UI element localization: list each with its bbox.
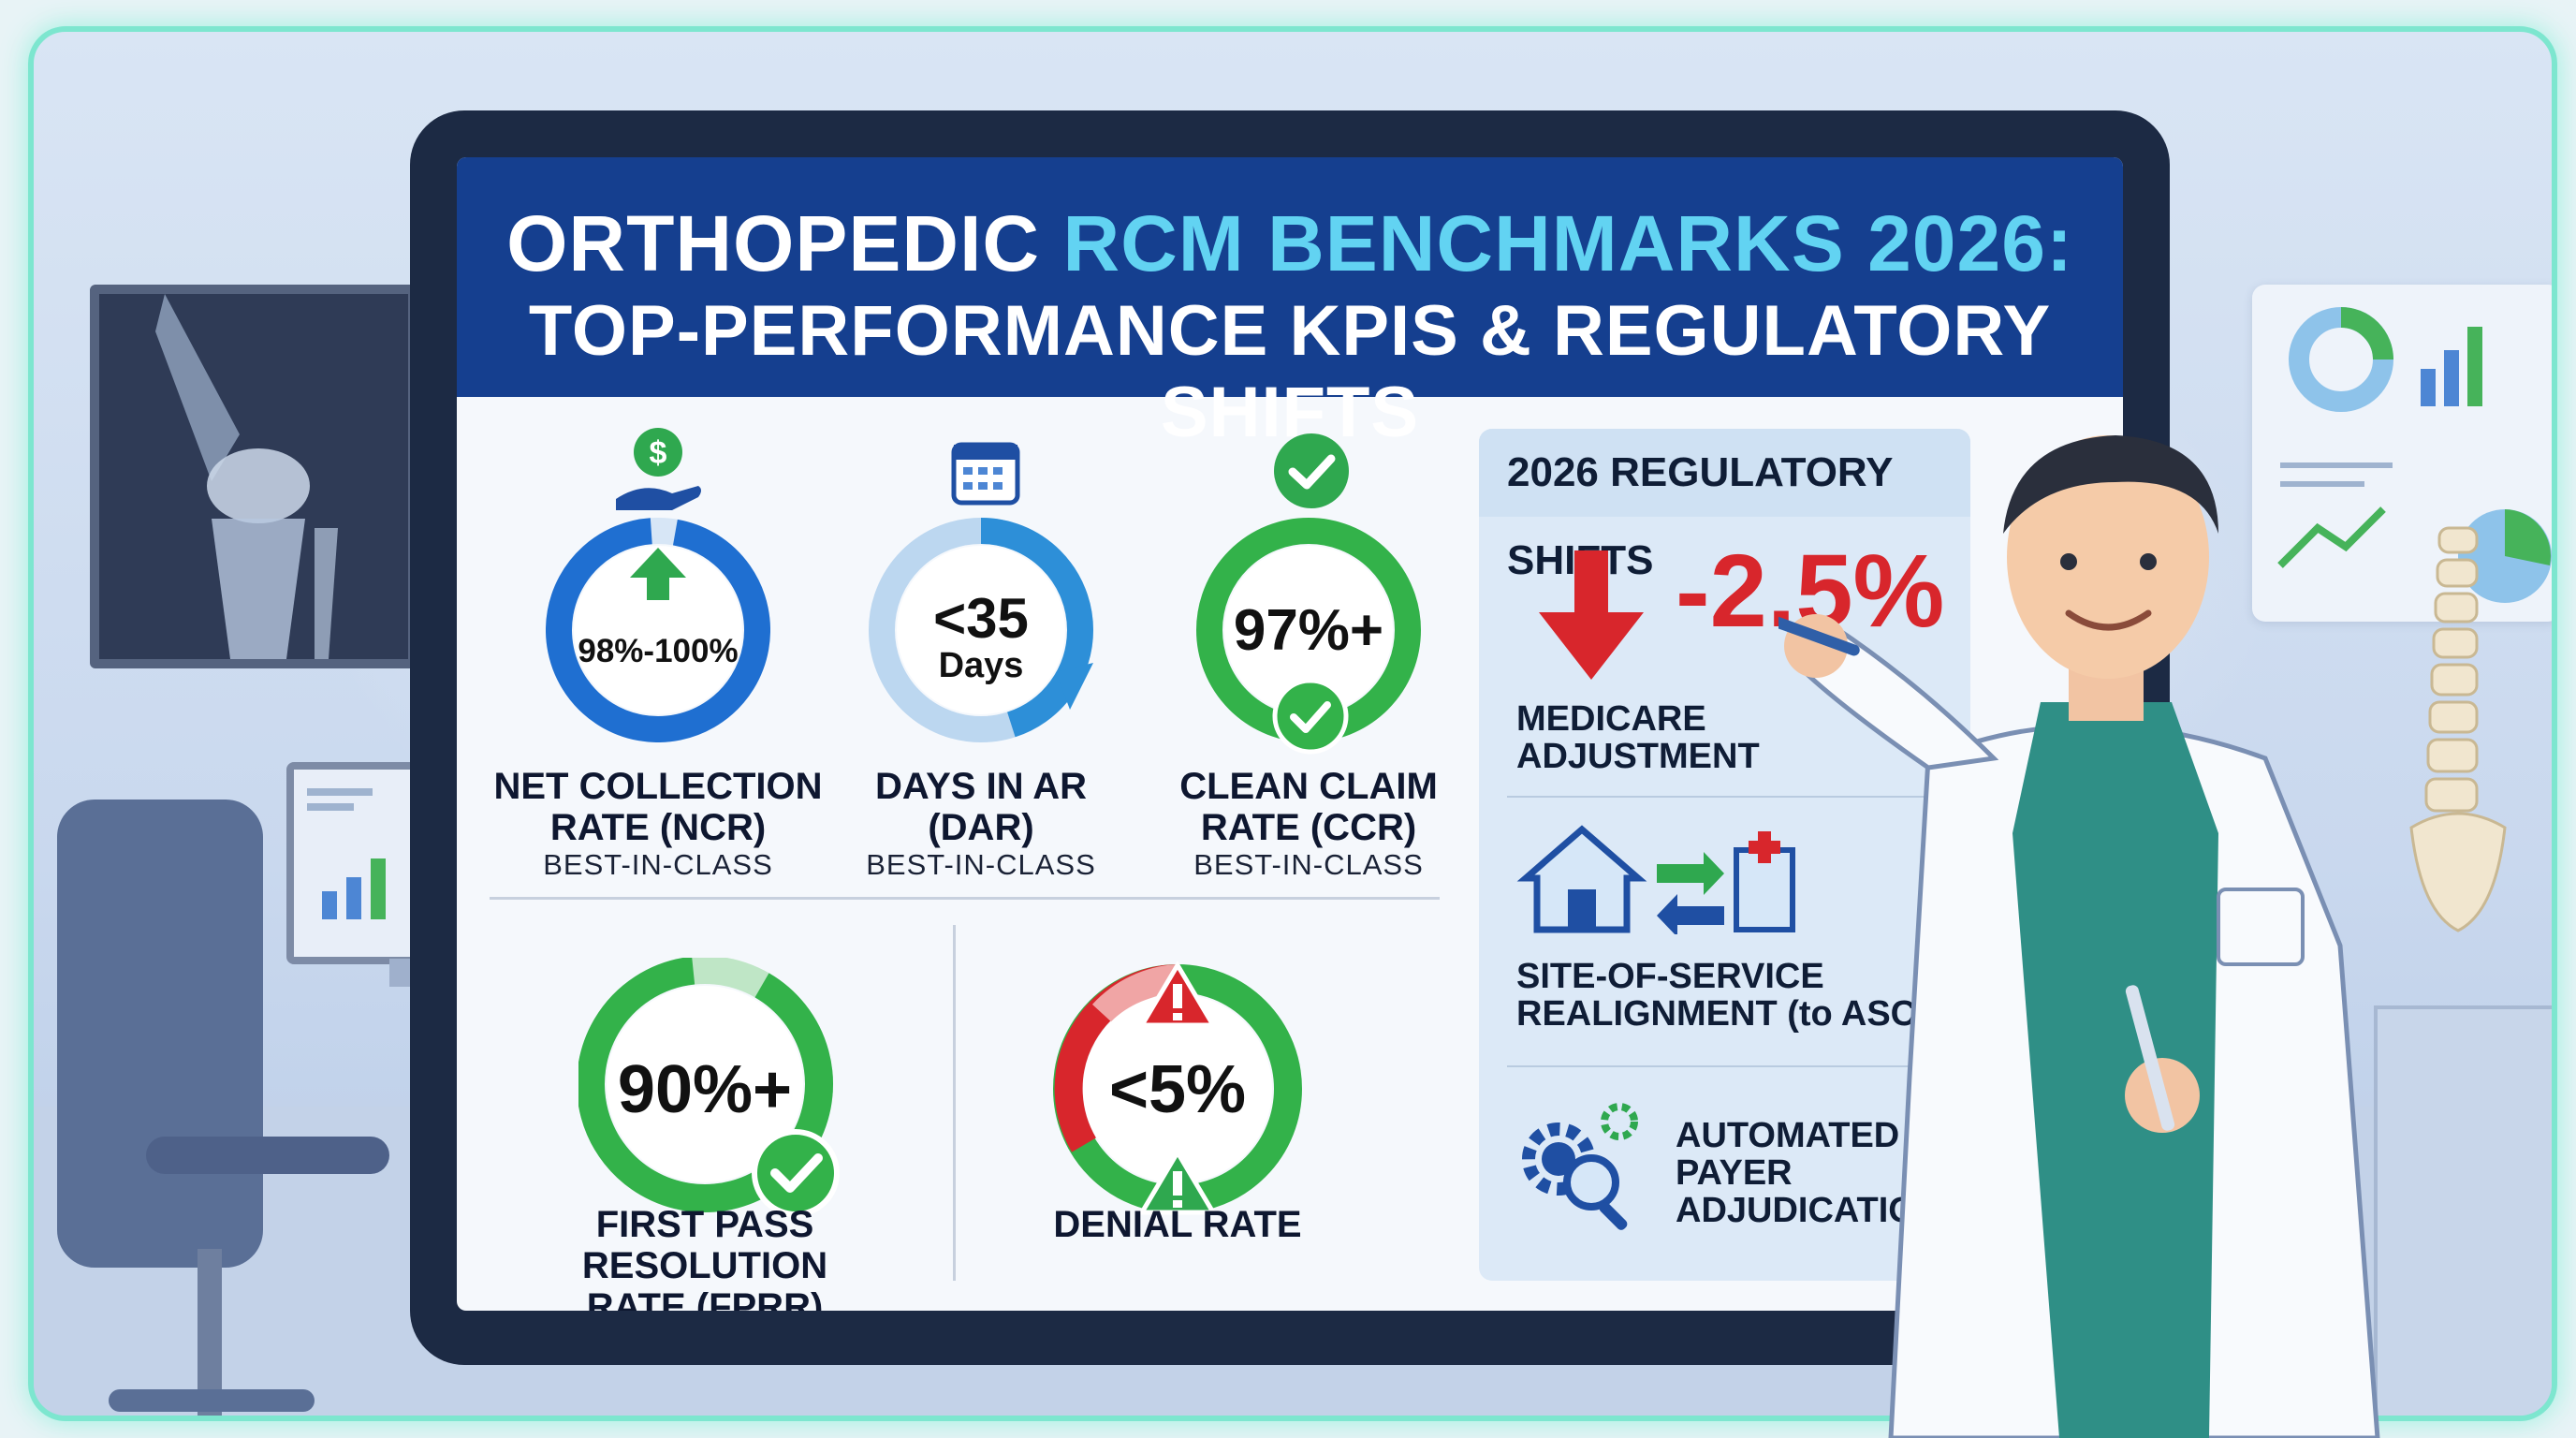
infographic-screen: ORTHOPEDIC RCM BENCHMARKS 2026: TOP-PERF… bbox=[457, 157, 2123, 1311]
dar-name-1: DAYS IN AR bbox=[875, 766, 1087, 807]
fprr-value: 90%+ bbox=[617, 1052, 793, 1127]
ncr-name-1: NET COLLECTION bbox=[493, 766, 823, 807]
regulatory-panel: 2026 REGULATORY SHIFTS -2.5% MEDICARE AD… bbox=[1479, 429, 1970, 1281]
ccr-value: 97%+ bbox=[1233, 598, 1384, 663]
chair-pole bbox=[198, 1249, 222, 1416]
title-banner: ORTHOPEDIC RCM BENCHMARKS 2026: TOP-PERF… bbox=[457, 157, 2123, 452]
dar-label: DAYS IN AR (DAR) BEST-IN-CLASS bbox=[822, 766, 1140, 882]
site-label-2: REALIGNMENT (to ASC) bbox=[1516, 994, 1928, 1034]
spine-model bbox=[2402, 519, 2514, 949]
regulatory-separator-1 bbox=[1507, 796, 1947, 798]
money-hand-icon: $ bbox=[616, 428, 701, 510]
house-to-hospital-icon bbox=[1516, 825, 1795, 934]
denial-label: DENIAL RATE bbox=[1018, 1204, 1337, 1245]
site-label-1: SITE-OF-SERVICE bbox=[1516, 957, 1824, 996]
page-subtitle: TOP-PERFORMANCE KPIS & REGULATORY SHIFTS bbox=[528, 291, 2052, 452]
up-arrow-icon bbox=[630, 548, 686, 600]
denial-value: <5% bbox=[1108, 1052, 1247, 1127]
wall-chart-board bbox=[2252, 285, 2552, 622]
ncr-label: NET COLLECTION RATE (NCR) BEST-IN-CLASS bbox=[476, 766, 841, 882]
automation-label-3: ADJUDICATION bbox=[1676, 1191, 1942, 1230]
title-part-1: ORTHOPEDIC bbox=[506, 199, 1063, 287]
kpi-divider-vertical bbox=[953, 925, 956, 1281]
fprr-name-2: RATE (FPRR) bbox=[586, 1286, 824, 1311]
calendar-icon bbox=[951, 442, 1020, 506]
automation-label: AUTOMATED PAYER ADJUDICATION bbox=[1676, 1117, 1941, 1229]
ccr-name-1: CLEAN CLAIM bbox=[1179, 766, 1438, 807]
automation-label-1: AUTOMATED bbox=[1676, 1116, 1900, 1155]
medicare-label-2: ADJUSTMENT bbox=[1516, 737, 1760, 776]
dar-unit: Days bbox=[938, 646, 1024, 685]
ncr-value: 98%-100% bbox=[578, 633, 739, 669]
dar-ring bbox=[869, 518, 1093, 742]
dar-name-2: (DAR) bbox=[928, 807, 1034, 848]
denial-name: DENIAL RATE bbox=[1053, 1204, 1302, 1245]
svg-text:$: $ bbox=[650, 435, 667, 471]
chair-arm bbox=[146, 1137, 389, 1174]
ccr-label: CLEAN CLAIM RATE (CCR) BEST-IN-CLASS bbox=[1140, 766, 1477, 882]
ccr-name-2: RATE (CCR) bbox=[1200, 807, 1417, 848]
ccr-sub: BEST-IN-CLASS bbox=[1193, 848, 1424, 881]
dar-value: <35 bbox=[933, 587, 1029, 650]
ncr-sub: BEST-IN-CLASS bbox=[543, 848, 773, 881]
title-part-accent: RCM BENCHMARKS 2026: bbox=[1062, 199, 2073, 287]
gear-magnifier-icon bbox=[1522, 1103, 1638, 1230]
site-label: SITE-OF-SERVICE REALIGNMENT (to ASC) bbox=[1516, 958, 1928, 1033]
ncr-ring bbox=[546, 518, 770, 742]
fprr-ring bbox=[578, 958, 840, 1217]
check-circle-icon bbox=[1274, 433, 1349, 508]
regulatory-separator-2 bbox=[1507, 1065, 1947, 1067]
dar-sub: BEST-IN-CLASS bbox=[866, 848, 1096, 881]
automation-label-2: PAYER bbox=[1676, 1153, 1793, 1193]
down-arrow-red-icon bbox=[1539, 550, 1644, 680]
down-arrow-icon bbox=[1056, 663, 1093, 710]
office-chair bbox=[57, 800, 263, 1268]
medicare-label-1: MEDICARE bbox=[1516, 699, 1706, 739]
ccr-check-badge-icon bbox=[1272, 678, 1349, 755]
page-title: ORTHOPEDIC RCM BENCHMARKS 2026: bbox=[457, 198, 2123, 289]
knee-xray-image bbox=[90, 285, 417, 668]
ncr-name-2: RATE (NCR) bbox=[549, 807, 767, 848]
cabinet bbox=[2374, 1005, 2552, 1416]
doctor-illustration bbox=[1778, 435, 2380, 1438]
kpi-divider-horizontal bbox=[490, 897, 1440, 900]
fprr-label: FIRST PASS RESOLUTION RATE (FPRR) bbox=[485, 1204, 925, 1311]
fprr-check-badge-icon bbox=[752, 1129, 840, 1217]
medicare-label: MEDICARE ADJUSTMENT bbox=[1516, 700, 1760, 775]
denial-ring bbox=[1053, 961, 1302, 1215]
fprr-name-1: FIRST PASS RESOLUTION bbox=[581, 1204, 828, 1286]
chair-base bbox=[109, 1389, 315, 1412]
